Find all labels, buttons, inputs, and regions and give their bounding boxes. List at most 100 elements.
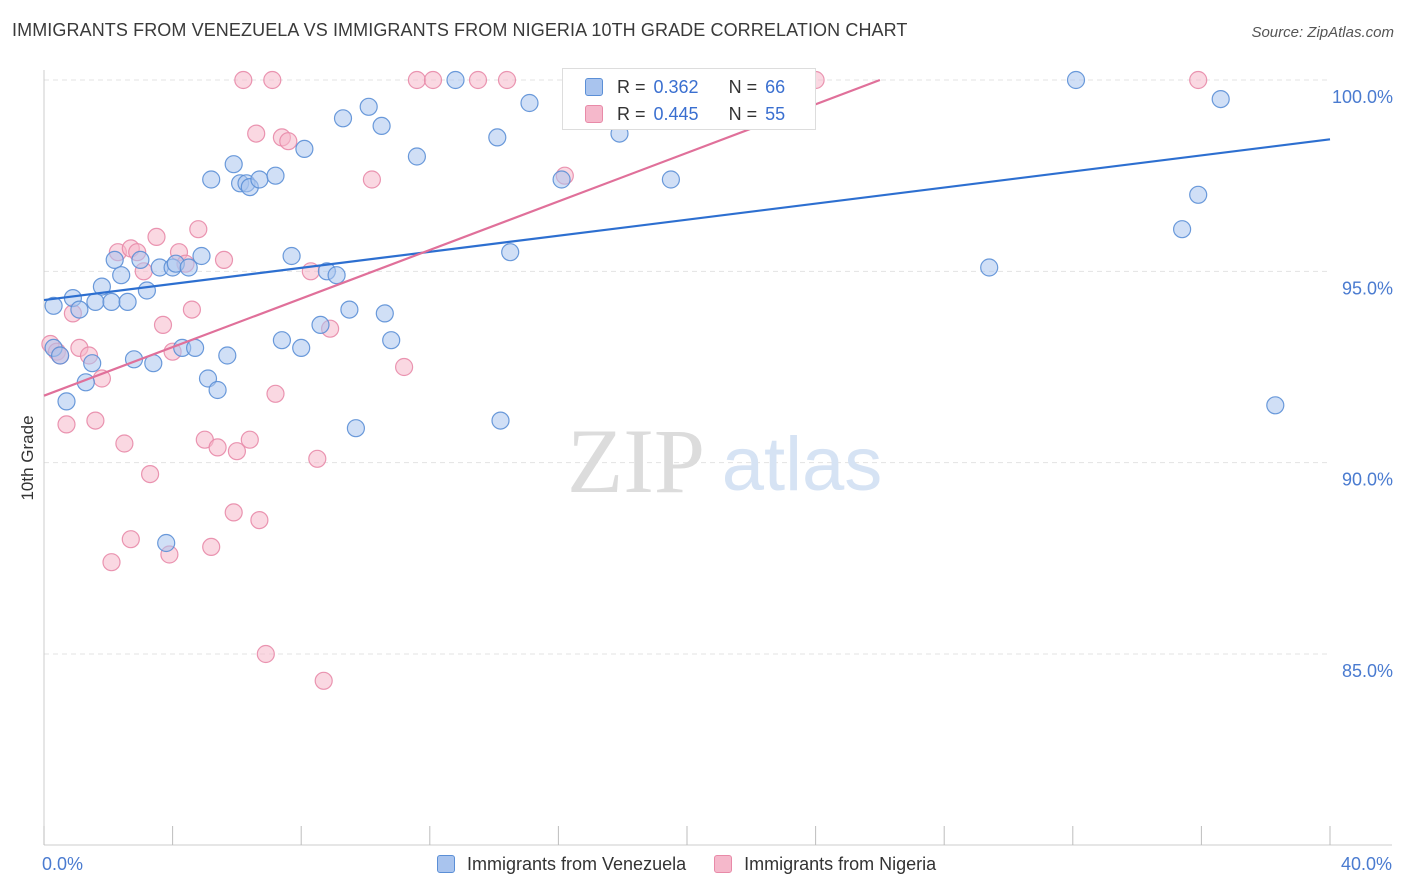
trend-layer (43, 78, 1331, 397)
point-nigeria (423, 70, 443, 90)
point-nigeria (115, 434, 134, 453)
legend-swatch-nigeria (714, 855, 733, 873)
point-nigeria (362, 170, 381, 189)
point-nigeria (86, 411, 105, 430)
point-nigeria (227, 442, 246, 461)
point-nigeria (121, 530, 140, 549)
point-nigeria (256, 644, 275, 664)
watermark: ZIP atlas (567, 410, 882, 512)
axis-layer (43, 70, 1392, 846)
trend-line-nigeria (43, 78, 881, 397)
n-label: N = (728, 76, 758, 97)
venezuela-swatch (585, 78, 603, 96)
point-venezuela (407, 147, 426, 166)
point-venezuela (311, 315, 330, 334)
trend-line-venezuela (43, 138, 1331, 302)
source-credit: Source: ZipAtlas.com (1251, 24, 1394, 41)
legend: Immigrants from Venezuela Immigrants fro… (437, 850, 964, 878)
point-venezuela (1172, 220, 1192, 239)
point-venezuela (382, 331, 401, 350)
point-venezuela (92, 277, 112, 296)
point-venezuela (340, 300, 359, 319)
legend-label-nigeria: Immigrants from Nigeria (744, 853, 937, 874)
point-venezuela (552, 170, 571, 189)
point-venezuela (1211, 89, 1230, 109)
x-tick-label: 40.0% (1341, 854, 1392, 874)
r-label: R = (617, 76, 646, 97)
point-venezuela (266, 166, 285, 185)
point-nigeria (102, 553, 121, 572)
points-layer (41, 70, 1285, 690)
x-tick-label: 0.0% (42, 854, 83, 874)
point-nigeria (314, 671, 333, 690)
point-venezuela (333, 109, 353, 128)
point-venezuela (359, 97, 378, 116)
point-venezuela (208, 380, 227, 400)
y-tick-label: 90.0% (1342, 470, 1393, 490)
point-venezuela (661, 170, 681, 189)
y-tick-label: 100.0% (1332, 87, 1393, 107)
point-venezuela (1189, 185, 1208, 204)
point-venezuela (44, 296, 63, 315)
point-nigeria (214, 250, 234, 269)
point-venezuela (292, 338, 311, 357)
r-label: R = (617, 103, 646, 124)
point-venezuela (112, 266, 131, 285)
point-venezuela (327, 266, 346, 285)
n-value-venezuela: 66 (765, 76, 786, 97)
stats-row-venezuela: R = 0.362 N = 66 (585, 74, 785, 100)
point-venezuela (282, 246, 301, 266)
r-value-venezuela: 0.362 (653, 76, 699, 97)
point-nigeria (141, 465, 160, 484)
point-venezuela (491, 411, 510, 430)
point-nigeria (208, 438, 227, 457)
point-venezuela (250, 170, 269, 189)
point-venezuela (86, 292, 105, 311)
point-venezuela (192, 246, 211, 266)
legend-item-venezuela[interactable]: Immigrants from Venezuela (437, 854, 686, 875)
point-venezuela (70, 300, 89, 319)
point-nigeria (153, 315, 173, 334)
point-venezuela (57, 392, 76, 411)
point-venezuela (372, 116, 391, 136)
point-venezuela (346, 419, 365, 438)
point-venezuela (137, 281, 156, 300)
chart-title: IMMIGRANTS FROM VENEZUELA VS IMMIGRANTS … (12, 20, 908, 40)
point-nigeria (266, 384, 285, 403)
point-nigeria (395, 357, 414, 377)
point-venezuela (218, 346, 237, 365)
legend-label-venezuela: Immigrants from Venezuela (467, 853, 687, 874)
point-venezuela (83, 354, 102, 373)
y-tick-label: 85.0% (1342, 661, 1393, 681)
point-venezuela (272, 331, 291, 350)
point-nigeria (224, 503, 243, 522)
point-venezuela (488, 128, 507, 147)
point-venezuela (980, 258, 999, 277)
nigeria-swatch (585, 105, 603, 123)
stats-row-nigeria: R = 0.445 N = 55 (585, 101, 785, 127)
legend-item-nigeria[interactable]: Immigrants from Nigeria (714, 854, 936, 875)
point-venezuela (295, 139, 314, 158)
point-venezuela (520, 93, 539, 113)
point-nigeria (468, 70, 488, 90)
watermark-zip: ZIP (567, 410, 705, 512)
point-venezuela (202, 170, 221, 189)
point-venezuela (501, 243, 520, 262)
watermark-atlas: atlas (722, 422, 883, 507)
point-venezuela (118, 292, 137, 311)
point-nigeria (247, 124, 266, 143)
point-venezuela (224, 155, 243, 174)
point-nigeria (234, 70, 253, 90)
stats-box: R = 0.362 N = 66 R = 0.445 N = 55 (562, 68, 816, 130)
point-venezuela (1266, 396, 1285, 415)
point-nigeria (407, 70, 426, 90)
point-nigeria (189, 220, 208, 239)
point-nigeria (202, 537, 221, 557)
tick-label-layer: 85.0% 90.0% 95.0% 100.0% 0.0% 40.0% (42, 87, 1393, 874)
point-venezuela (179, 258, 198, 277)
point-nigeria (250, 510, 269, 530)
point-venezuela (375, 304, 394, 323)
point-nigeria (497, 70, 517, 90)
point-venezuela (446, 70, 465, 90)
